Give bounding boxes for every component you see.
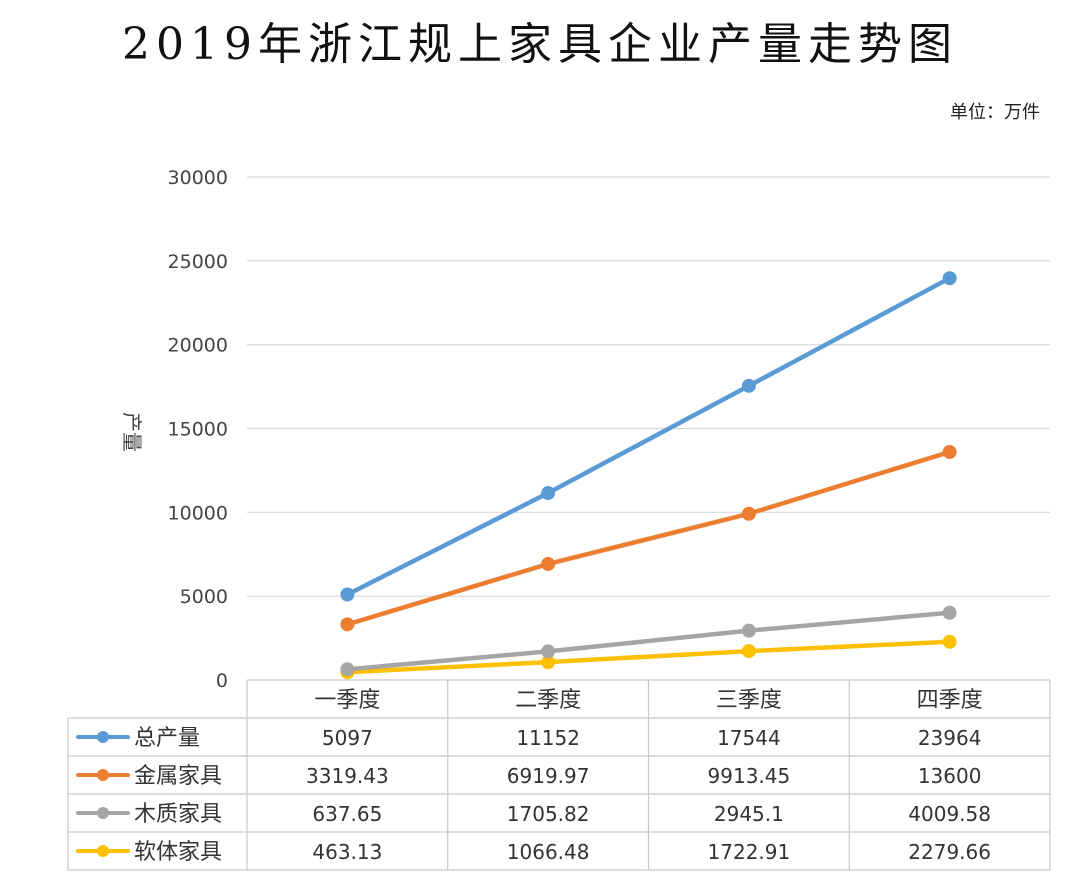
y-tick-label: 20000 — [168, 335, 228, 357]
legend-key-marker — [97, 807, 109, 819]
x-category-label: 四季度 — [917, 688, 983, 713]
data-value-label: 463.13 — [312, 840, 382, 864]
y-tick-label: 10000 — [168, 502, 228, 524]
data-value-label: 17544 — [717, 726, 781, 750]
y-tick-label: 25000 — [168, 251, 228, 273]
data-value-label: 2945.1 — [714, 802, 784, 826]
y-axis-label: 产量 — [120, 412, 144, 452]
y-tick-label: 15000 — [168, 419, 228, 441]
data-point — [541, 556, 556, 571]
data-value-label: 1705.82 — [507, 802, 590, 826]
data-value-label: 4009.58 — [908, 802, 991, 826]
data-value-label: 6919.97 — [507, 764, 590, 788]
data-value-label: 1066.48 — [507, 840, 590, 864]
x-category-label: 一季度 — [314, 688, 380, 713]
data-point — [942, 444, 957, 459]
legend-key-marker — [97, 845, 109, 857]
data-point — [741, 623, 756, 638]
series-lines — [340, 271, 957, 680]
y-tick-label: 0 — [216, 670, 228, 692]
legend-series-name: 软体家具 — [134, 840, 222, 865]
data-value-label: 637.65 — [312, 802, 382, 826]
data-value-label: 23964 — [918, 726, 982, 750]
data-value-label: 2279.66 — [908, 840, 991, 864]
data-value-label: 13600 — [918, 764, 982, 788]
y-tick-label: 30000 — [168, 167, 228, 189]
legend-series-name: 木质家具 — [134, 802, 222, 827]
series-line — [345, 639, 952, 675]
data-point — [340, 587, 355, 602]
legend-series-name: 金属家具 — [134, 764, 222, 789]
data-point — [340, 617, 355, 632]
y-tick-label: 5000 — [180, 586, 228, 608]
x-category-label: 二季度 — [515, 688, 581, 713]
series-line — [345, 275, 952, 597]
data-value-label: 11152 — [516, 726, 580, 750]
data-point — [541, 486, 556, 501]
series-line — [345, 610, 952, 672]
data-point — [741, 644, 756, 659]
data-point — [741, 378, 756, 393]
data-point — [340, 662, 355, 677]
y-axis-ticks: 0 5000 10000 15000 20000 25000 30000 — [168, 167, 228, 692]
data-point — [942, 634, 957, 649]
data-point — [541, 644, 556, 659]
data-point — [942, 605, 957, 620]
data-value-label: 5097 — [322, 726, 373, 750]
data-value-label: 9913.45 — [708, 764, 791, 788]
data-point — [541, 655, 556, 670]
legend-key-marker — [97, 731, 109, 743]
data-value-label: 3319.43 — [306, 764, 389, 788]
chart-title: 2019年浙江规上家具企业产量走势图 — [122, 19, 958, 70]
data-point — [942, 271, 957, 286]
x-category-label: 三季度 — [716, 688, 782, 713]
data-point — [741, 506, 756, 521]
legend-key-marker — [97, 769, 109, 781]
data-value-label: 1722.91 — [708, 840, 791, 864]
series-line — [345, 449, 952, 627]
legend-series-name: 总产量 — [134, 726, 200, 751]
gridlines — [247, 176, 1050, 597]
unit-label: 单位：万件 — [950, 102, 1040, 123]
